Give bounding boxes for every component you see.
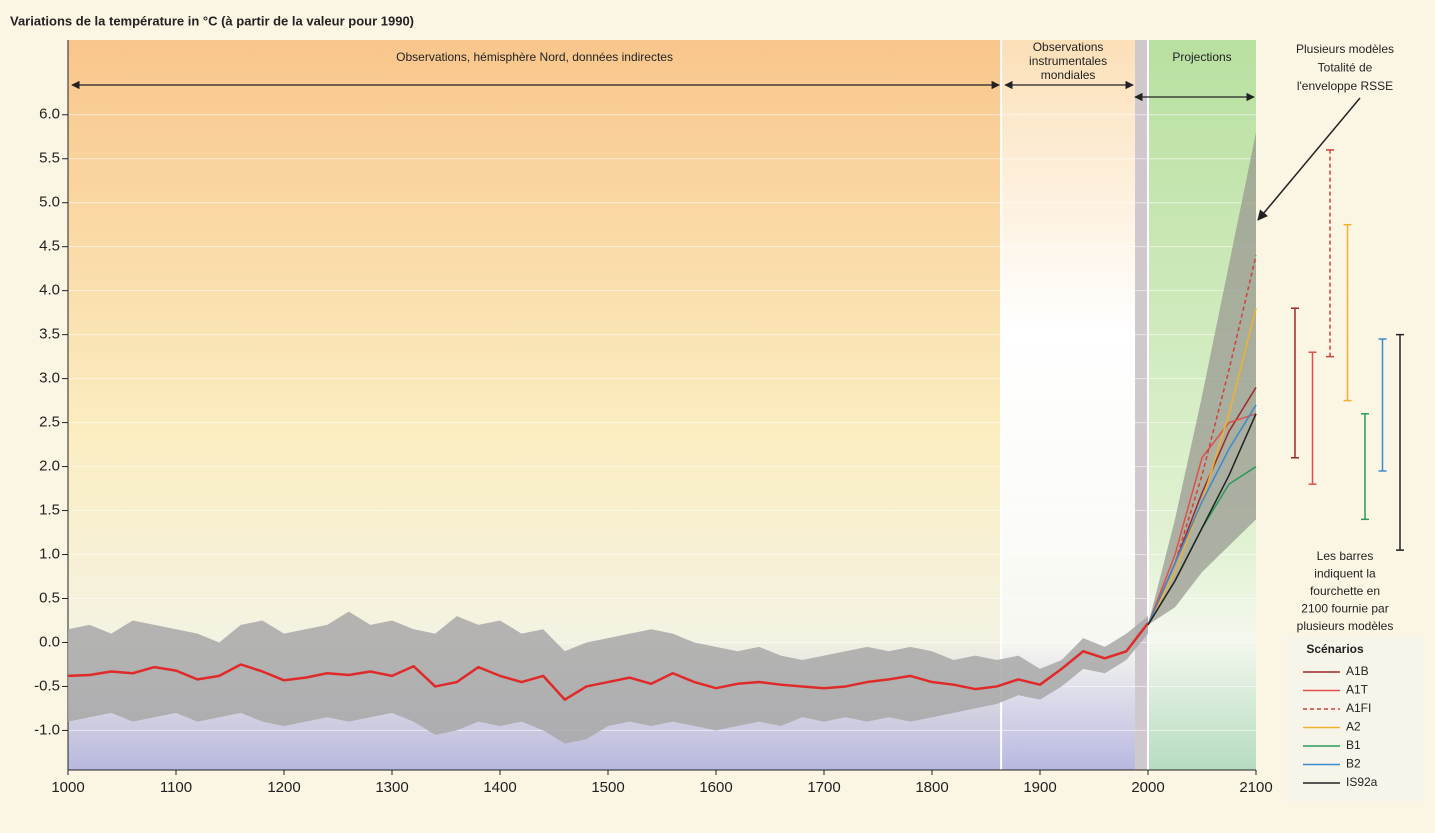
y-tick-label: -1.0 bbox=[34, 721, 60, 738]
annotation: plusieurs modèles bbox=[1297, 619, 1394, 633]
x-tick-label: 1100 bbox=[160, 779, 192, 796]
legend-label: A1FI bbox=[1346, 701, 1371, 715]
transition-strip bbox=[1135, 40, 1148, 770]
x-tick-label: 1600 bbox=[699, 779, 732, 796]
x-tick-label: 1300 bbox=[375, 779, 408, 796]
x-tick-label: 1800 bbox=[915, 779, 948, 796]
region-label: instrumentales bbox=[1029, 54, 1107, 68]
legend-box bbox=[1285, 636, 1425, 802]
y-tick-label: 5.5 bbox=[39, 150, 60, 167]
x-tick-label: 1900 bbox=[1023, 779, 1056, 796]
proxy-range bbox=[68, 611, 1148, 744]
legend-label: A1B bbox=[1346, 664, 1369, 678]
x-tick-label: 1700 bbox=[807, 779, 840, 796]
annotation-arrow bbox=[1257, 97, 1361, 221]
annotation: indiquent la bbox=[1314, 567, 1376, 581]
region-label: Projections bbox=[1172, 50, 1231, 64]
x-tick-label: 1400 bbox=[483, 779, 516, 796]
scenario-line bbox=[1147, 413, 1257, 626]
y-tick-label: 0.0 bbox=[39, 633, 60, 650]
y-tick-label: 5.0 bbox=[39, 194, 60, 211]
legend-title: Scénarios bbox=[1306, 642, 1364, 656]
annotation: Les barres bbox=[1317, 549, 1374, 563]
legend-label: A1T bbox=[1346, 683, 1369, 697]
x-tick-label: 2100 bbox=[1239, 779, 1272, 796]
envelope bbox=[1148, 132, 1256, 625]
x-tick-label: 1000 bbox=[51, 779, 84, 796]
scenario-line bbox=[1147, 404, 1257, 626]
y-tick-label: 1.5 bbox=[39, 502, 60, 519]
y-tick-label: 2.5 bbox=[39, 414, 60, 431]
reconstruction-line bbox=[67, 622, 1149, 701]
legend-label: B2 bbox=[1346, 757, 1361, 771]
y-tick-label: 3.0 bbox=[39, 370, 60, 387]
region-label: mondiales bbox=[1041, 68, 1096, 82]
y-tick-label: 0.5 bbox=[39, 589, 60, 606]
annotation: l'enveloppe RSSE bbox=[1297, 79, 1393, 93]
y-tick-label: 3.5 bbox=[39, 326, 60, 343]
y-tick-label: 4.5 bbox=[39, 238, 60, 255]
y-tick-label: 6.0 bbox=[39, 106, 60, 123]
x-tick-label: 1500 bbox=[591, 779, 624, 796]
annotation: fourchette en bbox=[1310, 584, 1380, 598]
x-tick-label: 1200 bbox=[267, 779, 300, 796]
y-tick-label: 1.0 bbox=[39, 545, 60, 562]
annotation: Totalité de bbox=[1318, 61, 1373, 75]
y-tick-label: 2.0 bbox=[39, 458, 60, 475]
annotation: 2100 fournie par bbox=[1301, 602, 1388, 616]
legend-label: B1 bbox=[1346, 738, 1361, 752]
x-tick-label: 2000 bbox=[1131, 779, 1164, 796]
region-label: Observations, hémisphère Nord, données i… bbox=[396, 50, 673, 64]
chart-title: Variations de la température in °C (à pa… bbox=[10, 13, 414, 28]
legend-label: A2 bbox=[1346, 720, 1361, 734]
scenario-line bbox=[1147, 413, 1257, 626]
annotation: Plusieurs modèles bbox=[1296, 42, 1394, 56]
y-tick-label: -0.5 bbox=[34, 677, 60, 694]
legend-label: IS92a bbox=[1346, 775, 1378, 789]
region-label: Observations bbox=[1033, 40, 1104, 54]
y-tick-label: 4.0 bbox=[39, 282, 60, 299]
